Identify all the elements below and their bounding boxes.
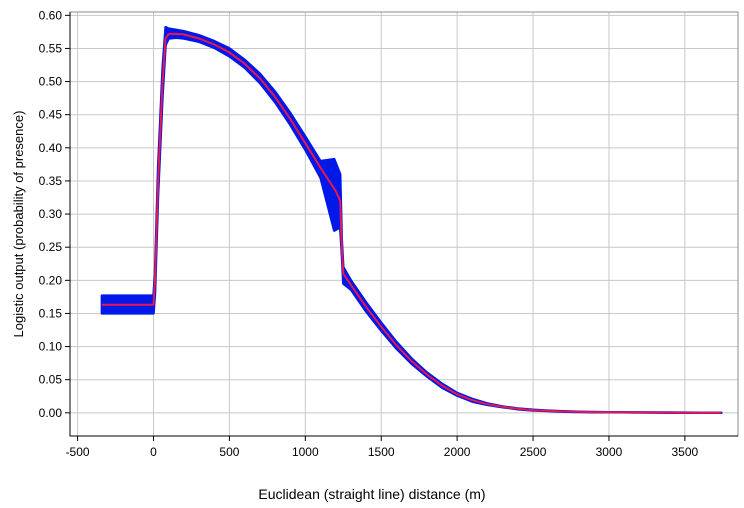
y-tick-label: 0.40	[39, 141, 63, 155]
x-tick-label: 2500	[520, 445, 547, 459]
x-tick-label: 2000	[444, 445, 471, 459]
x-tick-label: 1000	[292, 445, 319, 459]
x-axis-title: Euclidean (straight line) distance (m)	[258, 486, 486, 502]
x-tick-label: 1500	[368, 445, 395, 459]
y-tick-label: 0.35	[39, 174, 63, 188]
y-tick-label: 0.25	[39, 240, 63, 254]
y-tick-label: 0.10	[39, 340, 63, 354]
x-tick-label: -500	[66, 445, 90, 459]
mean-line-layer	[101, 32, 722, 414]
x-tick-label: 0	[150, 445, 157, 459]
grid-lines	[70, 12, 738, 436]
plot-area	[70, 12, 738, 436]
y-axis-title: Logistic output (probability of presence…	[11, 111, 26, 338]
mean-response-line	[101, 32, 722, 414]
y-tick-label: 0.15	[39, 306, 63, 320]
y-tick-label: 0.20	[39, 273, 63, 287]
y-tick-label: 0.60	[39, 8, 63, 22]
x-tick-label: 500	[219, 445, 239, 459]
y-tick-labels: 0.00 0.05 0.10 0.15 0.20 0.25 0.30 0.35 0.40 0.45…	[39, 8, 63, 420]
y-tick-label: 0.45	[39, 108, 63, 122]
y-tick-label: 0.55	[39, 41, 63, 55]
y-tick-label: 0.30	[39, 207, 63, 221]
y-tick-label: 0.05	[39, 373, 63, 387]
y-tick-label: 0.50	[39, 75, 63, 89]
x-tick-label: 3500	[672, 445, 699, 459]
x-tick-labels: -500 0 500 1000 1500 2000 2500 3000 3500	[66, 445, 699, 459]
x-tick-label: 3000	[596, 445, 623, 459]
axes	[65, 11, 739, 441]
y-tick-label: 0.00	[39, 406, 63, 420]
